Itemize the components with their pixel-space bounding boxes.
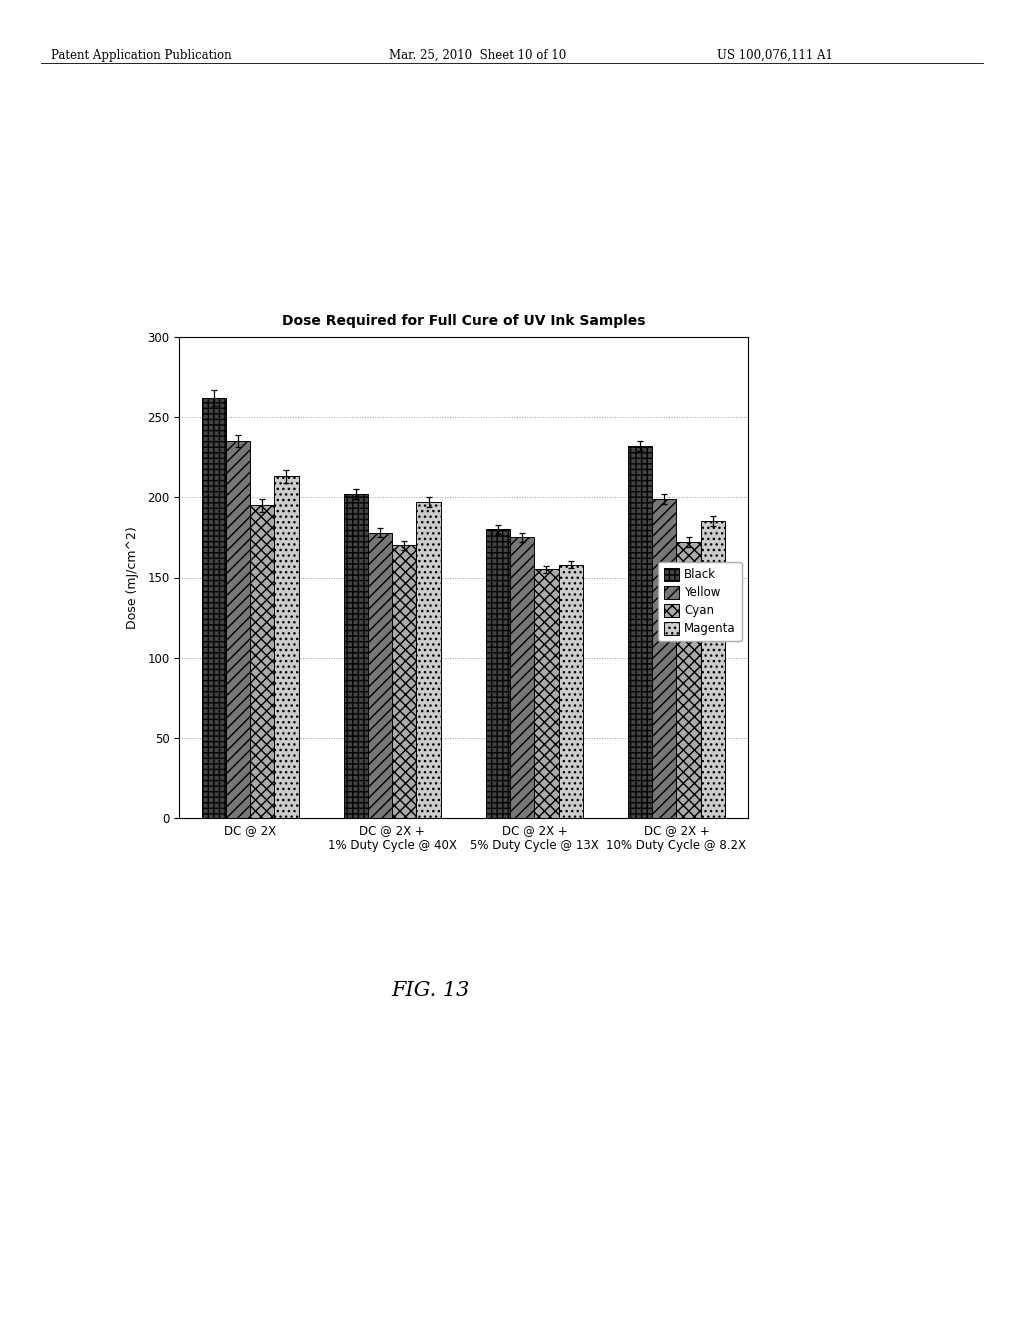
Legend: Black, Yellow, Cyan, Magenta: Black, Yellow, Cyan, Magenta bbox=[658, 562, 741, 642]
Bar bbox=[392, 545, 417, 818]
Bar bbox=[344, 494, 369, 818]
Bar bbox=[628, 446, 652, 818]
Text: Mar. 25, 2010  Sheet 10 of 10: Mar. 25, 2010 Sheet 10 of 10 bbox=[389, 49, 566, 62]
Bar bbox=[202, 397, 226, 818]
Bar bbox=[510, 537, 535, 818]
Bar bbox=[369, 532, 392, 818]
Bar bbox=[535, 569, 558, 818]
Bar bbox=[274, 477, 299, 818]
Bar bbox=[250, 506, 274, 818]
Text: FIG. 13: FIG. 13 bbox=[391, 981, 469, 999]
Text: US 100,076,111 A1: US 100,076,111 A1 bbox=[717, 49, 833, 62]
Bar bbox=[558, 565, 583, 818]
Bar bbox=[700, 521, 725, 818]
Bar bbox=[226, 441, 250, 818]
Bar bbox=[417, 502, 440, 818]
Bar bbox=[677, 543, 700, 818]
Bar bbox=[652, 499, 677, 818]
Text: Patent Application Publication: Patent Application Publication bbox=[51, 49, 231, 62]
Title: Dose Required for Full Cure of UV Ink Samples: Dose Required for Full Cure of UV Ink Sa… bbox=[282, 314, 645, 329]
Bar bbox=[486, 529, 510, 818]
Y-axis label: Dose (mJ/cm^2): Dose (mJ/cm^2) bbox=[126, 527, 139, 628]
